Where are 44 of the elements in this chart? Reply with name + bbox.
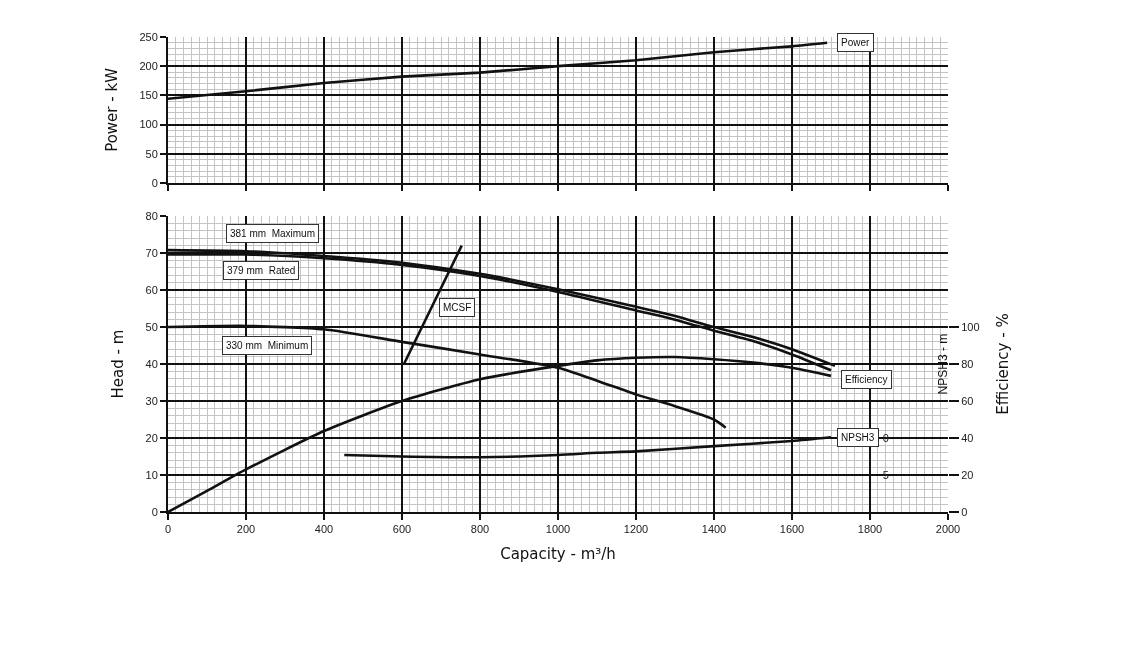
y-tick-label: 30 <box>145 394 158 407</box>
series-label: Power <box>841 37 871 48</box>
y2-tick-label: 80 <box>961 357 974 370</box>
x-tick-label: 1000 <box>545 523 571 536</box>
y2-tick-label: 0 <box>961 505 968 518</box>
y-tick-label: 80 <box>145 209 158 222</box>
x-tick-label: 600 <box>392 523 412 536</box>
y-tick-label: 10 <box>145 468 158 481</box>
y2-tick-label: 40 <box>961 431 974 444</box>
x-tick-label: 400 <box>314 523 334 536</box>
y2-tick-label: 60 <box>961 394 974 407</box>
x-tick-label: 1800 <box>857 523 883 536</box>
series-label: NPSH3 <box>841 432 875 443</box>
y-tick-label: 50 <box>145 320 158 333</box>
x-tick-label: 200 <box>236 523 256 536</box>
y-tick-label: 40 <box>145 357 158 370</box>
y3-axis-title: NPSH3 - m <box>935 333 950 395</box>
y-axis-title: Head - m <box>109 329 128 399</box>
series-label: MCSF <box>443 302 472 313</box>
y-tick-label: 0 <box>151 505 158 518</box>
y-tick-label: 20 <box>145 431 158 444</box>
x-tick-label: 2000 <box>935 523 961 536</box>
y-tick-label: 0 <box>151 176 158 189</box>
y-tick-label: 150 <box>139 89 158 102</box>
x-tick-label: 1400 <box>701 523 727 536</box>
y-axis-title: Power - kW <box>103 67 122 152</box>
x-tick-label: 0 <box>164 523 172 536</box>
y-tick-label: 60 <box>145 283 158 296</box>
x-axis-title: Capacity - m³/h <box>500 544 616 563</box>
y-tick-label: 50 <box>145 147 158 160</box>
y-tick-label: 70 <box>145 246 158 259</box>
x-tick-label: 800 <box>470 523 490 536</box>
x-tick-label: 1600 <box>779 523 805 536</box>
series-label: 330 mm Minimum <box>226 340 309 351</box>
y2-tick-label: 100 <box>961 320 980 333</box>
y-tick-label: 250 <box>139 30 158 43</box>
series-label: 379 mm Rated <box>227 265 296 276</box>
y-tick-label: 200 <box>139 60 158 73</box>
series-label: 381 mm Maximum <box>230 228 316 239</box>
y2-tick-label: 20 <box>961 468 974 481</box>
x-tick-label: 1200 <box>623 523 649 536</box>
y-tick-label: 100 <box>139 118 158 131</box>
y2-axis-title: Efficiency - % <box>993 313 1012 415</box>
series-label: Efficiency <box>845 374 888 385</box>
